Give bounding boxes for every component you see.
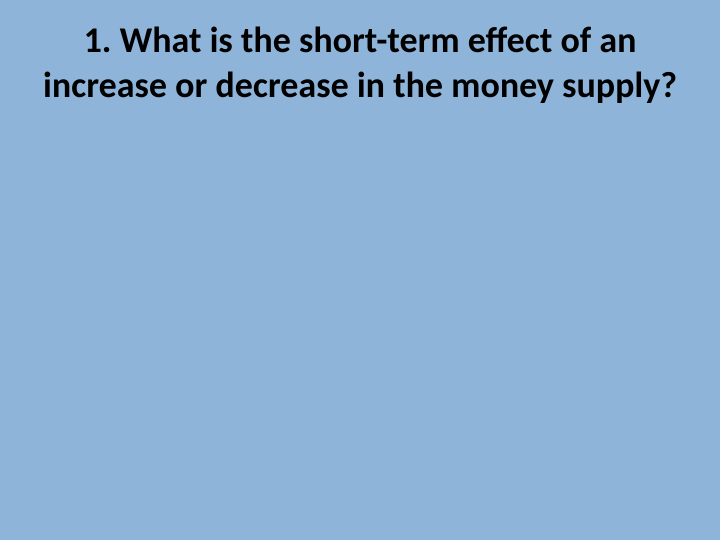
slide-title: 1. What is the short-term effect of an i… — [30, 18, 690, 108]
slide-container: 1. What is the short-term effect of an i… — [0, 0, 720, 540]
